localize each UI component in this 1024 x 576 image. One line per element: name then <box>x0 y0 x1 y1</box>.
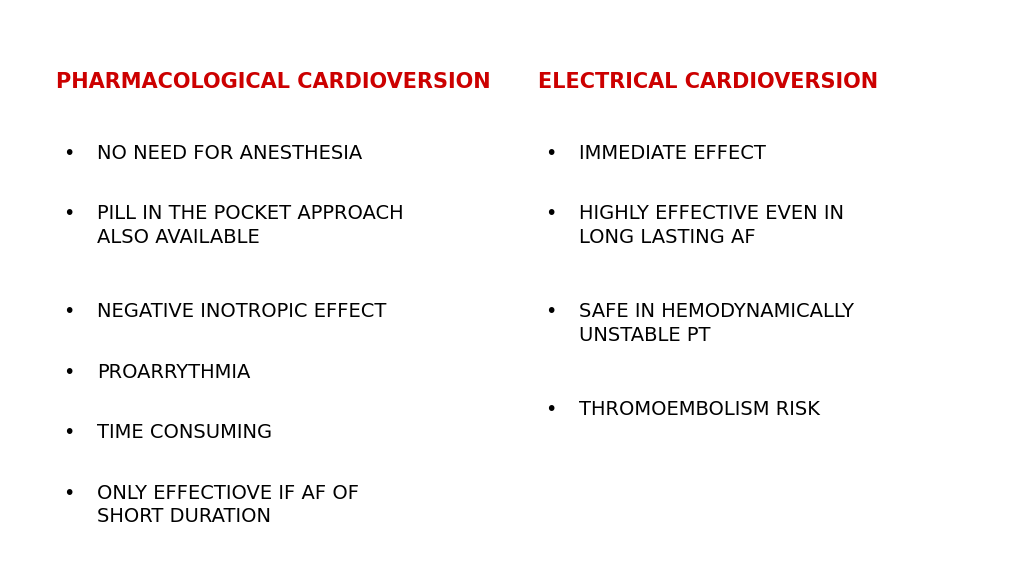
Text: •: • <box>545 302 556 321</box>
Text: THROMOEMBOLISM RISK: THROMOEMBOLISM RISK <box>579 400 819 419</box>
Text: •: • <box>545 204 556 223</box>
Text: •: • <box>63 204 75 223</box>
Text: •: • <box>63 363 75 382</box>
Text: SAFE IN HEMODYNAMICALLY
UNSTABLE PT: SAFE IN HEMODYNAMICALLY UNSTABLE PT <box>579 302 854 345</box>
Text: •: • <box>63 302 75 321</box>
Text: TIME CONSUMING: TIME CONSUMING <box>97 423 272 442</box>
Text: PILL IN THE POCKET APPROACH
ALSO AVAILABLE: PILL IN THE POCKET APPROACH ALSO AVAILAB… <box>97 204 403 247</box>
Text: ONLY EFFECTIOVE IF AF OF
SHORT DURATION: ONLY EFFECTIOVE IF AF OF SHORT DURATION <box>97 484 359 526</box>
Text: •: • <box>63 144 75 163</box>
Text: HIGHLY EFFECTIVE EVEN IN
LONG LASTING AF: HIGHLY EFFECTIVE EVEN IN LONG LASTING AF <box>579 204 844 247</box>
Text: ELECTRICAL CARDIOVERSION: ELECTRICAL CARDIOVERSION <box>538 72 878 92</box>
Text: NO NEED FOR ANESTHESIA: NO NEED FOR ANESTHESIA <box>97 144 362 163</box>
Text: PHARMACOLOGICAL CARDIOVERSION: PHARMACOLOGICAL CARDIOVERSION <box>56 72 490 92</box>
Text: •: • <box>545 144 556 163</box>
Text: •: • <box>63 423 75 442</box>
Text: •: • <box>63 484 75 503</box>
Text: PROARRYTHMIA: PROARRYTHMIA <box>97 363 251 382</box>
Text: NEGATIVE INOTROPIC EFFECT: NEGATIVE INOTROPIC EFFECT <box>97 302 387 321</box>
Text: IMMEDIATE EFFECT: IMMEDIATE EFFECT <box>579 144 765 163</box>
Text: •: • <box>545 400 556 419</box>
